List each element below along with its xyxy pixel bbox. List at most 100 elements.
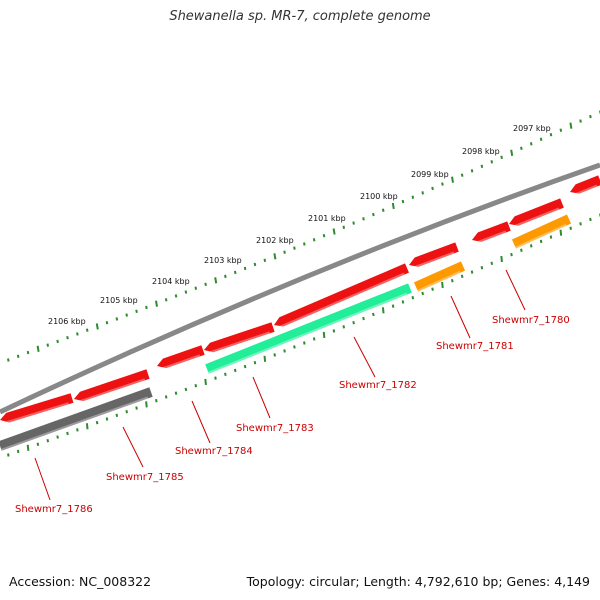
gene-label: Shewmr7_1785 — [106, 472, 184, 483]
gene-arrow — [509, 198, 564, 229]
minor-tick — [490, 261, 494, 266]
minor-tick — [253, 262, 257, 267]
minor-tick — [66, 431, 69, 436]
minor-tick — [46, 343, 50, 347]
minor-tick — [332, 329, 336, 333]
minor-tick — [105, 417, 109, 421]
minor-tick — [46, 438, 50, 443]
gene-arrow — [204, 322, 275, 355]
inner-tick-ring — [7, 213, 600, 457]
major-tick — [204, 378, 207, 386]
major-tick — [332, 228, 336, 235]
minor-tick — [243, 364, 247, 369]
major-tick — [214, 277, 218, 284]
minor-tick — [16, 354, 20, 358]
kbp-label: 2102 kbp — [256, 236, 294, 245]
minor-tick — [145, 305, 148, 310]
minor-tick — [500, 155, 503, 160]
minor-tick — [431, 287, 434, 291]
minor-tick — [194, 384, 198, 388]
minor-tick — [421, 191, 424, 195]
kbp-label: 2101 kbp — [308, 214, 346, 223]
minor-tick — [7, 358, 10, 362]
minor-tick — [125, 410, 128, 414]
minor-tick — [480, 266, 484, 270]
minor-tick — [312, 238, 316, 242]
minor-tick — [322, 233, 326, 238]
gene-arrow — [74, 369, 150, 404]
accession-text: Accession: NC_008322 — [9, 574, 152, 589]
gene-features — [0, 175, 600, 451]
minor-tick — [174, 294, 178, 298]
minor-tick — [204, 282, 207, 286]
minor-tick — [135, 406, 138, 410]
minor-tick — [56, 435, 59, 439]
minor-tick — [411, 296, 415, 300]
major-tick — [441, 281, 444, 289]
kbp-label: 2104 kbp — [152, 277, 190, 286]
minor-tick — [26, 350, 30, 355]
major-tick — [263, 355, 267, 362]
minor-tick — [184, 387, 188, 392]
minor-tick — [164, 395, 168, 399]
minor-tick — [569, 226, 572, 230]
minor-tick — [579, 222, 582, 226]
minor-tick — [56, 339, 59, 344]
gene-label: Shewmr7_1781 — [436, 341, 514, 352]
minor-tick — [381, 208, 385, 212]
outer-tick-ring — [7, 110, 600, 362]
minor-tick — [391, 304, 395, 308]
minor-tick — [470, 169, 474, 173]
gene-label-leader — [34, 457, 51, 501]
gene-label: Shewmr7_1782 — [339, 380, 417, 391]
minor-tick — [273, 353, 276, 357]
minor-tick — [352, 221, 355, 225]
minor-tick — [135, 309, 138, 313]
minor-tick — [421, 291, 424, 296]
minor-tick — [460, 173, 464, 177]
topology-text: Topology: circular; Length: 4,792,610 bp… — [246, 574, 590, 589]
major-tick — [273, 253, 277, 260]
major-tick — [36, 345, 40, 353]
gene-arrow — [472, 221, 511, 245]
gene-arrow — [409, 242, 459, 270]
major-tick — [26, 444, 30, 451]
kbp-label: 2105 kbp — [100, 296, 138, 305]
minor-tick — [451, 278, 454, 283]
gene-label-leader — [450, 295, 471, 339]
minor-tick — [214, 376, 217, 380]
kbp-label: 2103 kbp — [204, 256, 242, 265]
major-tick — [569, 122, 573, 129]
minor-tick — [549, 235, 553, 239]
kbp-label: 2099 kbp — [411, 170, 449, 179]
minor-tick — [76, 332, 79, 336]
gene-label-leader — [122, 426, 144, 468]
minor-tick — [293, 345, 296, 349]
minor-tick — [539, 239, 543, 244]
gene-arrow — [413, 261, 466, 292]
minor-tick — [342, 225, 346, 229]
major-tick — [559, 229, 563, 236]
minor-tick — [559, 128, 563, 132]
minor-tick — [352, 321, 355, 325]
kbp-label: 2097 kbp — [513, 124, 551, 133]
minor-tick — [362, 217, 365, 221]
minor-tick — [293, 246, 296, 250]
minor-tick — [490, 160, 494, 164]
minor-tick — [342, 325, 346, 329]
minor-tick — [411, 195, 415, 199]
minor-tick — [372, 312, 375, 317]
minor-tick — [7, 453, 10, 457]
minor-tick — [480, 164, 484, 168]
minor-tick — [263, 258, 267, 263]
minor-tick — [589, 217, 592, 222]
major-tick — [85, 423, 89, 430]
minor-tick — [579, 119, 582, 123]
major-tick — [322, 331, 326, 339]
minor-tick — [539, 137, 543, 141]
gene-label-group: Shewmr7_1786 Shewmr7_1785 Shewmr7_1784 Shew… — [15, 269, 570, 515]
gene-label: Shewmr7_1780 — [492, 315, 570, 326]
minor-tick — [549, 133, 553, 137]
minor-tick — [155, 398, 158, 403]
minor-tick — [520, 248, 523, 252]
